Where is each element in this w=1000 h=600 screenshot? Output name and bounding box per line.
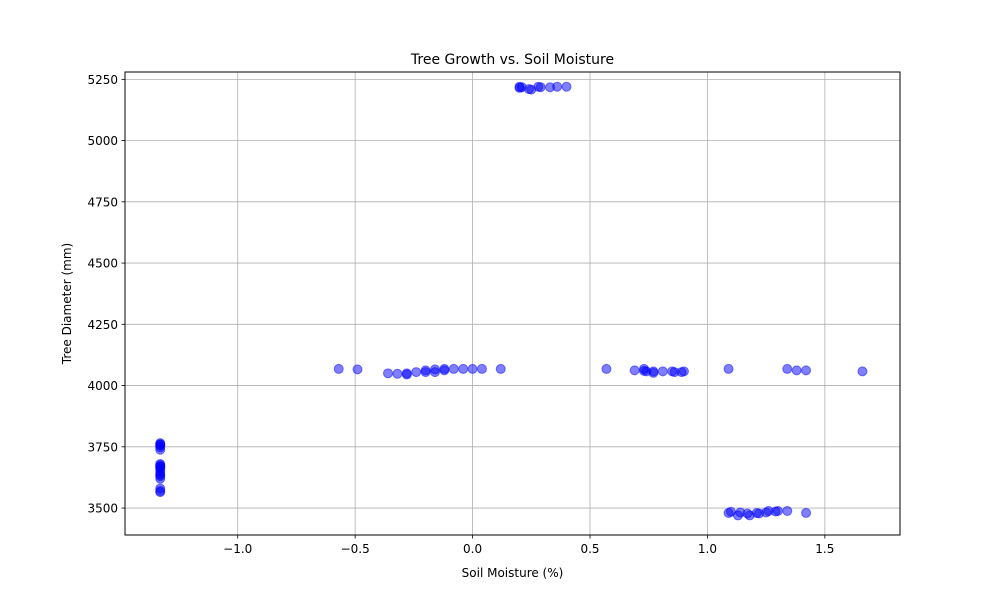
data-point xyxy=(601,363,612,374)
x-tick-label: 1.0 xyxy=(698,542,717,556)
data-point xyxy=(420,365,431,376)
y-axis-label: Tree Diameter (mm) xyxy=(60,243,74,365)
data-points xyxy=(155,81,868,521)
data-point xyxy=(476,363,487,374)
x-tick-label: −1.0 xyxy=(223,542,252,556)
data-point xyxy=(772,505,783,516)
data-point xyxy=(657,366,668,377)
data-point xyxy=(411,367,422,378)
chart-title: Tree Growth vs. Soil Moisture xyxy=(410,52,614,68)
y-tick-label: 5250 xyxy=(87,73,118,87)
data-point xyxy=(430,364,440,375)
data-point xyxy=(155,439,166,450)
y-tick-label: 4000 xyxy=(87,379,118,393)
data-point xyxy=(678,366,689,377)
data-point xyxy=(723,363,734,374)
data-point xyxy=(535,82,546,93)
x-axis-ticks: −1.0 −0.5 0.0 0.5 1.0 1.5 xyxy=(223,535,834,556)
data-point xyxy=(495,363,506,374)
data-point xyxy=(352,364,363,375)
y-tick-label: 3500 xyxy=(87,502,118,516)
y-tick-label: 4500 xyxy=(87,257,118,271)
data-point xyxy=(155,485,166,496)
data-point xyxy=(782,505,793,516)
y-tick-label: 5000 xyxy=(87,134,118,148)
y-axis-ticks: 3500 3750 4000 4250 4500 4750 5000 5250 xyxy=(87,73,125,516)
data-point xyxy=(439,363,450,374)
y-tick-label: 4250 xyxy=(87,318,118,332)
x-axis-label: Soil Moisture (%) xyxy=(462,566,564,580)
data-point xyxy=(383,368,394,379)
x-tick-label: −0.5 xyxy=(341,542,370,556)
y-tick-label: 4750 xyxy=(87,195,118,209)
data-point xyxy=(648,367,659,378)
data-point xyxy=(801,507,812,518)
data-point xyxy=(782,363,793,374)
y-tick-label: 3750 xyxy=(87,440,118,454)
data-point xyxy=(401,368,412,379)
data-point xyxy=(392,368,403,379)
data-point xyxy=(448,363,459,374)
data-point xyxy=(552,81,563,92)
data-point xyxy=(857,366,868,377)
data-point xyxy=(791,365,802,376)
x-tick-label: 1.5 xyxy=(815,542,834,556)
grid-lines xyxy=(125,72,900,535)
data-point xyxy=(561,81,572,92)
data-point xyxy=(333,363,344,374)
data-point xyxy=(629,365,640,376)
data-point xyxy=(801,365,812,376)
plot-frame xyxy=(124,71,901,536)
x-tick-label: 0.0 xyxy=(463,542,482,556)
x-tick-label: 0.5 xyxy=(580,542,599,556)
data-point xyxy=(467,363,478,374)
data-point xyxy=(458,363,469,374)
data-point xyxy=(155,466,166,477)
